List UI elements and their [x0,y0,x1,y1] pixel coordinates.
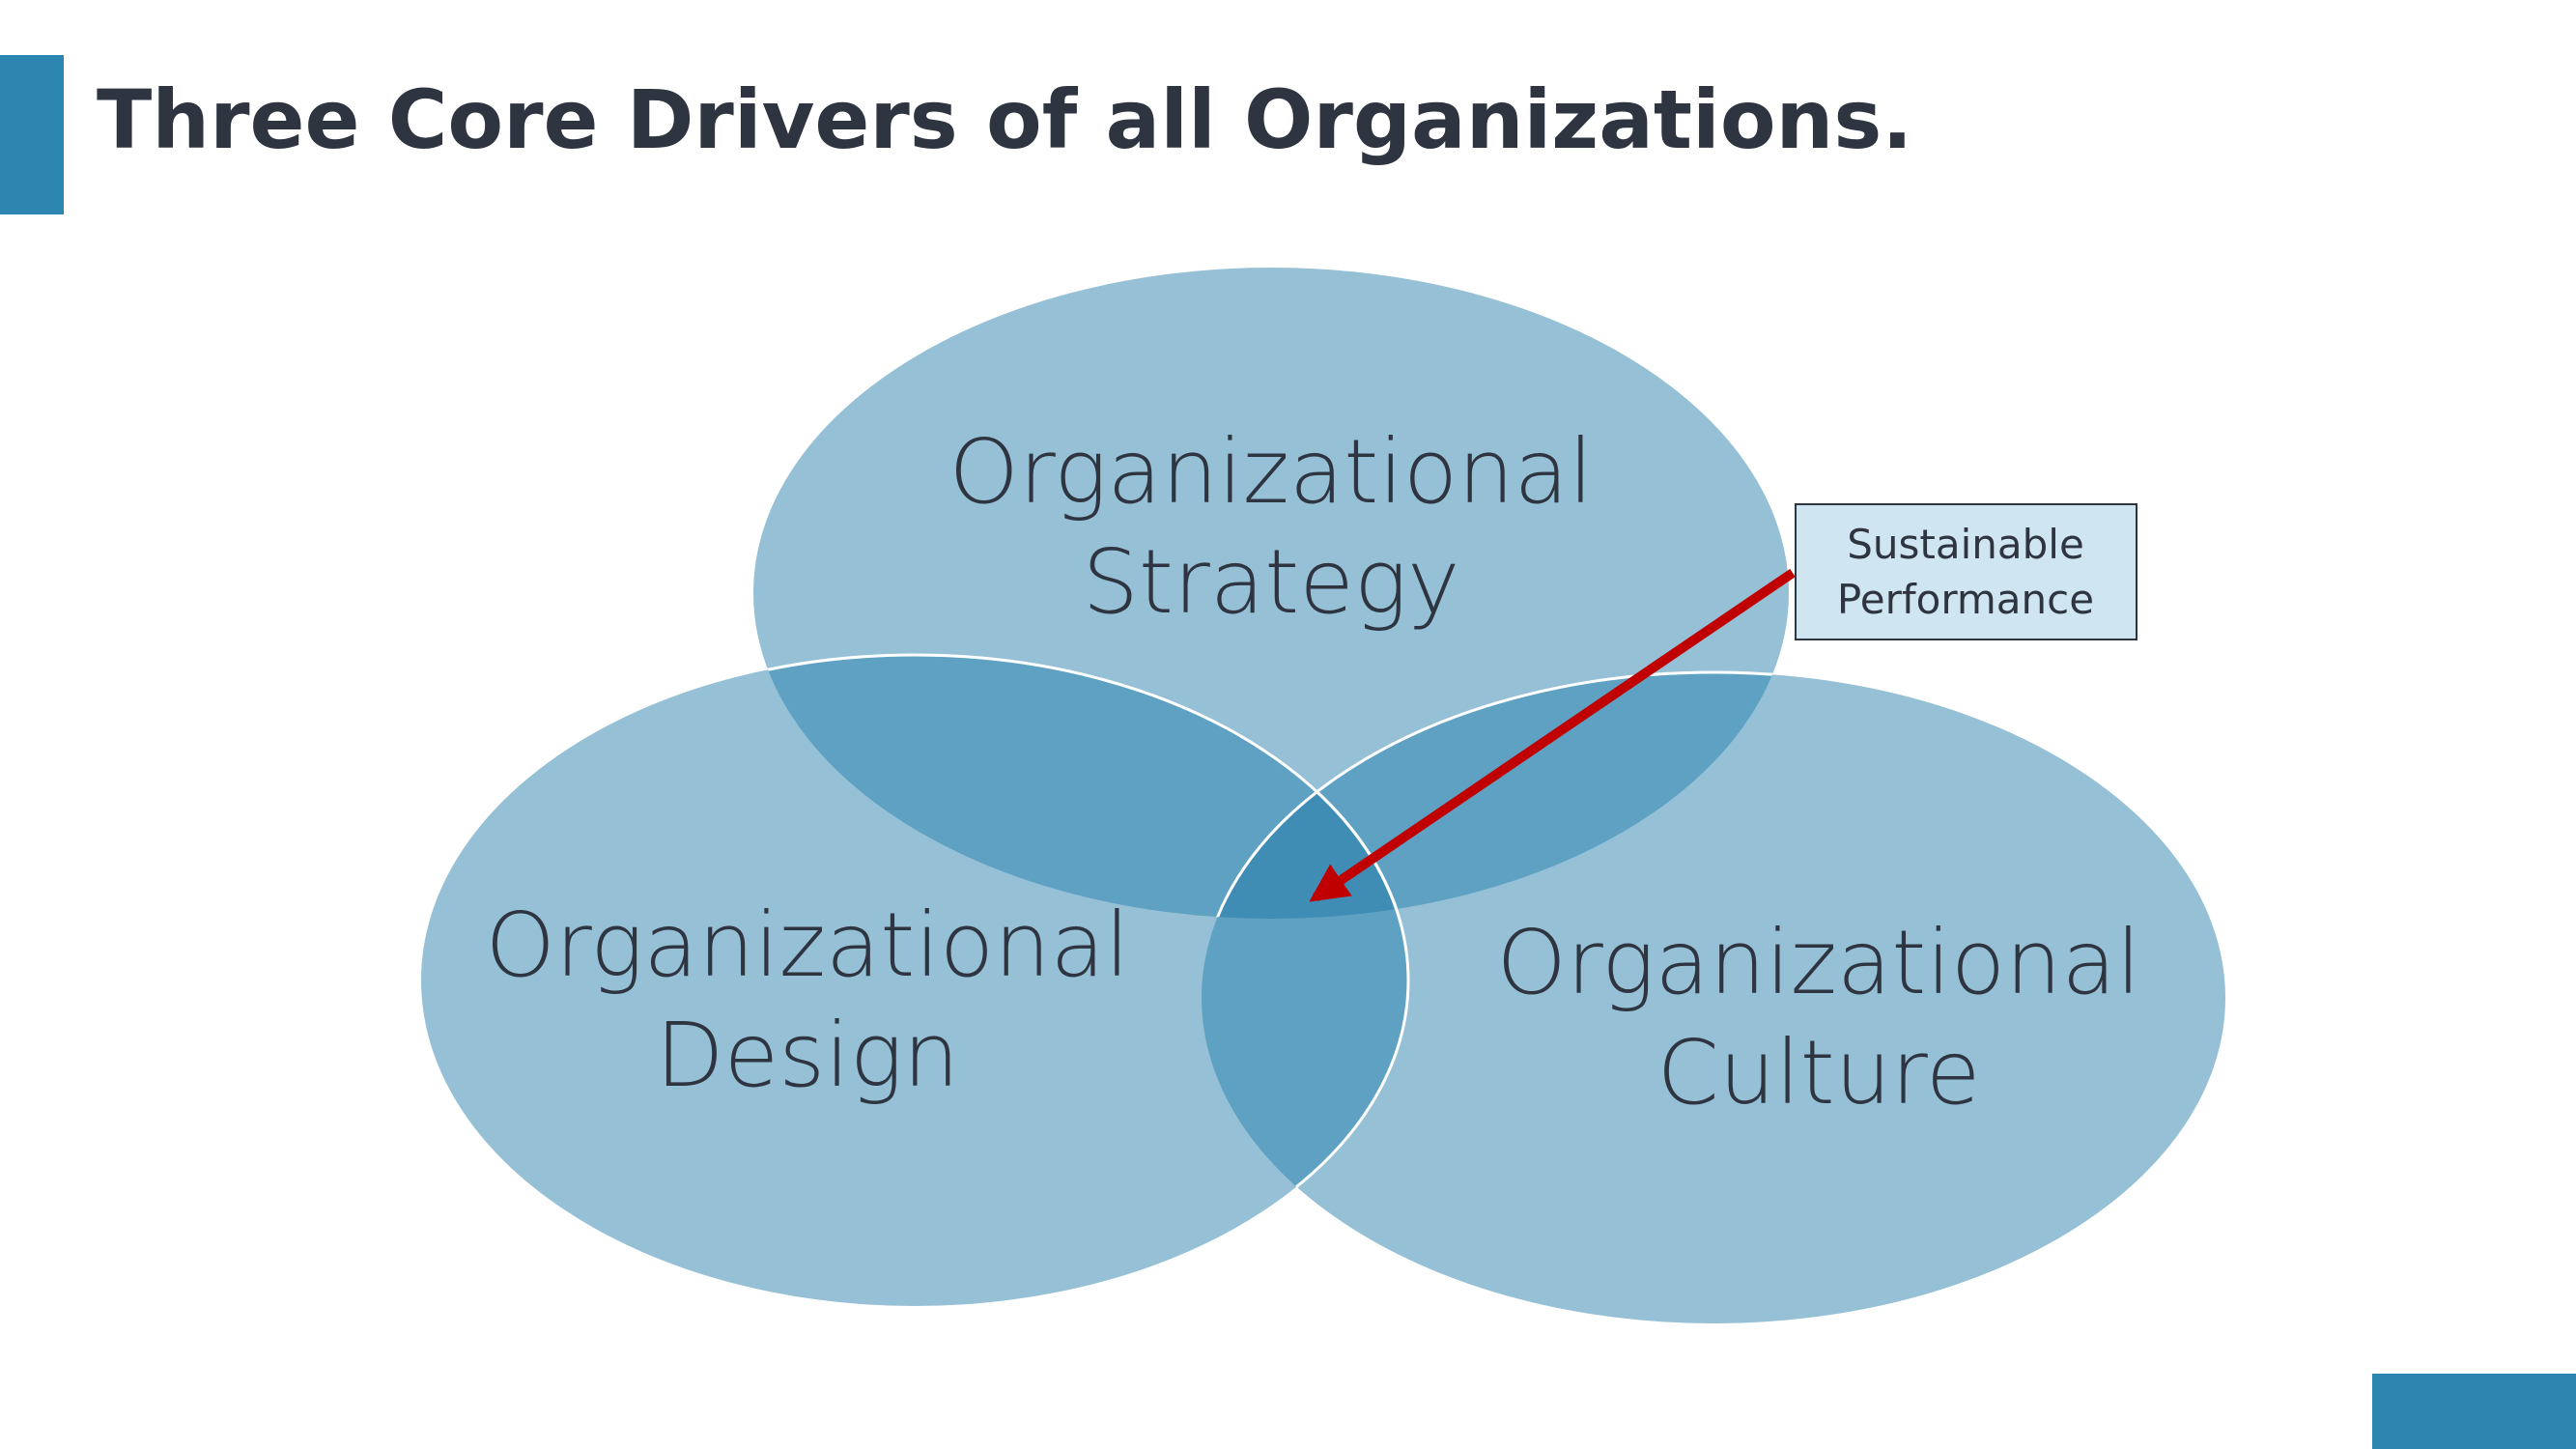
strategy-label-line2: Strategy [1083,530,1460,634]
slide-title: Three Core Drivers of all Organizations. [97,72,1913,167]
design-label-line1: Organizational [486,894,1130,997]
design-outline-upper [753,653,1410,919]
overlap-strategy-design [753,655,1408,919]
callout-line2: Performance [1837,576,2094,623]
callout-box [1795,503,2137,640]
culture-label-line2: Culture [1657,1021,1981,1124]
design-label-line2: Design [656,1004,959,1107]
strategy-label-line1: Organizational [949,420,1594,524]
culture-outline-upper [1200,670,1789,919]
callout-arrow [1309,568,1796,902]
left-accent-bar [0,55,64,214]
callout-line1: Sustainable [1847,521,2084,568]
bottom-accent-bar [2372,1374,2576,1449]
culture-label-line1: Organizational [1497,911,2141,1014]
design-outline-right [1202,672,1410,1308]
overlap-strategy-culture [1202,672,1789,919]
